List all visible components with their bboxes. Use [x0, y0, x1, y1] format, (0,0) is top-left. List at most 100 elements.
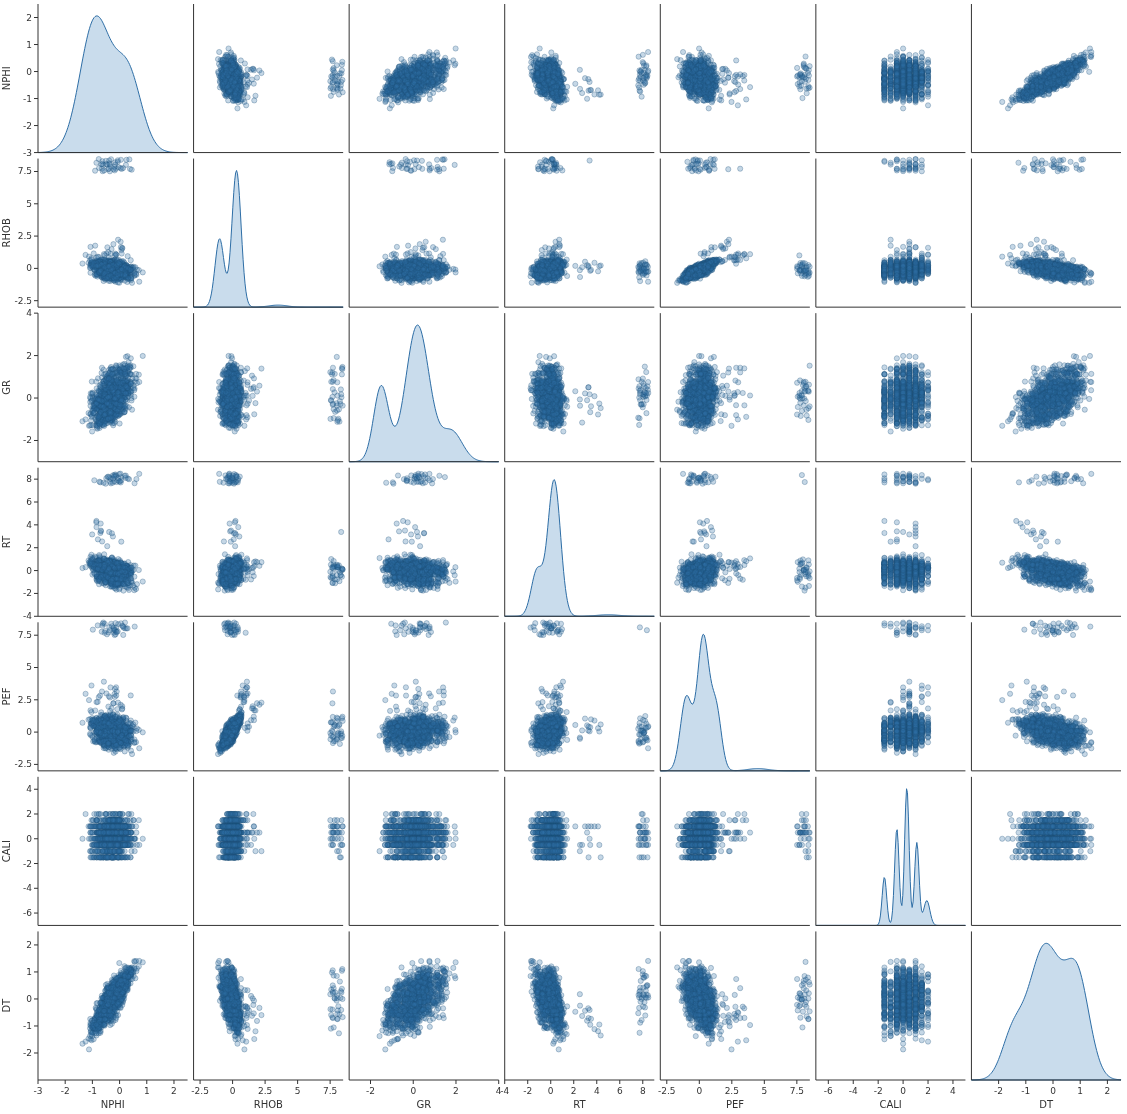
svg-point-45768 [228, 1012, 233, 1017]
cell-PEF-vs-PEF [660, 622, 810, 771]
svg-point-48172 [539, 1005, 544, 1010]
svg-point-21530 [1089, 379, 1094, 384]
svg-point-36094 [1038, 739, 1043, 744]
svg-point-15772 [259, 366, 264, 371]
svg-point-47127 [573, 1009, 578, 1014]
svg-point-17922 [555, 362, 560, 367]
svg-point-49143 [720, 992, 725, 997]
svg-point-4803 [685, 80, 690, 85]
svg-point-45398 [337, 979, 342, 984]
svg-point-44554 [98, 1012, 103, 1017]
svg-point-43348 [1015, 824, 1020, 829]
svg-point-40903 [535, 824, 540, 829]
svg-point-30091 [105, 741, 110, 746]
svg-point-11974 [693, 157, 698, 162]
svg-point-40920 [551, 811, 556, 816]
svg-point-19016 [693, 429, 698, 434]
svg-point-5950 [919, 97, 924, 102]
svg-point-35923 [1038, 620, 1043, 625]
svg-point-27324 [919, 472, 924, 477]
svg-point-32514 [409, 733, 414, 738]
svg-point-1205 [223, 71, 228, 76]
svg-point-1178 [329, 57, 334, 62]
svg-point-9142 [427, 168, 432, 173]
svg-point-35634 [1087, 730, 1092, 735]
svg-point-10771 [550, 157, 555, 162]
pairplot-svg: -3-2-1012NPHI-2.502.557.5RHOB-2024GR-4-2… [0, 0, 1127, 1114]
svg-point-18781 [806, 417, 811, 422]
svg-point-32495 [435, 728, 440, 733]
svg-point-45760 [224, 978, 229, 983]
svg-point-49136 [721, 1013, 726, 1018]
svg-point-44558 [126, 974, 131, 979]
svg-point-43159 [1053, 811, 1058, 816]
svg-point-49378 [697, 1002, 702, 1007]
svg-point-41888 [721, 830, 726, 835]
svg-point-20435 [901, 410, 906, 415]
svg-point-48505 [735, 1039, 740, 1044]
svg-point-34837 [919, 720, 924, 725]
svg-point-36110 [1045, 707, 1050, 712]
svg-point-42132 [697, 849, 702, 854]
svg-point-38521 [227, 824, 232, 829]
svg-point-7981 [93, 243, 98, 248]
svg-point-10795 [550, 254, 555, 259]
svg-point-9503 [399, 160, 404, 165]
svg-point-28550 [1024, 529, 1029, 534]
svg-point-37792 [340, 824, 345, 829]
svg-point-48100 [530, 958, 535, 963]
svg-point-15289 [123, 354, 128, 359]
svg-point-43286 [1081, 842, 1086, 847]
svg-point-42146 [697, 818, 702, 823]
svg-point-3610 [542, 88, 547, 93]
svg-point-5841 [925, 82, 930, 87]
svg-point-6021 [907, 80, 912, 85]
svg-point-36059 [1081, 733, 1086, 738]
svg-point-6022 [907, 63, 912, 68]
svg-point-28139 [1043, 552, 1048, 557]
svg-point-29435 [128, 693, 133, 698]
svg-point-24106 [395, 473, 400, 478]
svg-point-31161 [238, 689, 243, 694]
svg-point-20416 [919, 404, 924, 409]
xlabel-GR: GR [417, 1099, 432, 1110]
svg-point-3699 [706, 106, 711, 111]
svg-point-40940 [597, 842, 602, 847]
svg-point-32518 [415, 725, 420, 730]
svg-point-36109 [1045, 729, 1050, 734]
svg-point-12698 [925, 252, 930, 257]
svg-point-39734 [417, 849, 422, 854]
svg-point-20385 [913, 412, 918, 417]
svg-point-41988 [799, 842, 804, 847]
svg-point-1917 [453, 46, 458, 51]
svg-rect-12048 [816, 159, 966, 308]
svg-point-20454 [888, 396, 893, 401]
svg-point-10830 [554, 270, 559, 275]
svg-point-40450 [639, 855, 644, 860]
svg-point-15441 [122, 409, 127, 414]
svg-point-31968 [403, 685, 408, 690]
svg-point-26478 [720, 561, 725, 566]
svg-point-48177 [554, 1017, 559, 1022]
svg-point-17005 [573, 389, 578, 394]
svg-point-33707 [540, 740, 545, 745]
svg-point-37291 [117, 836, 122, 841]
svg-point-44546 [119, 978, 124, 983]
svg-point-37187 [137, 842, 142, 847]
svg-point-33666 [546, 741, 551, 746]
svg-point-8053 [119, 166, 124, 171]
svg-point-30107 [123, 725, 128, 730]
svg-point-3170 [586, 77, 591, 82]
svg-point-8339 [133, 271, 138, 276]
svg-point-4819 [701, 63, 706, 68]
svg-point-4739 [695, 98, 700, 103]
svg-point-37244 [133, 824, 138, 829]
xtick-label: -2 [523, 1086, 532, 1096]
svg-point-8952 [394, 244, 399, 249]
svg-point-34377 [925, 685, 930, 690]
svg-point-50582 [901, 985, 906, 990]
svg-point-21180 [1087, 353, 1092, 358]
svg-point-49396 [693, 991, 698, 996]
svg-point-46817 [419, 959, 424, 964]
svg-point-32022 [453, 730, 458, 735]
